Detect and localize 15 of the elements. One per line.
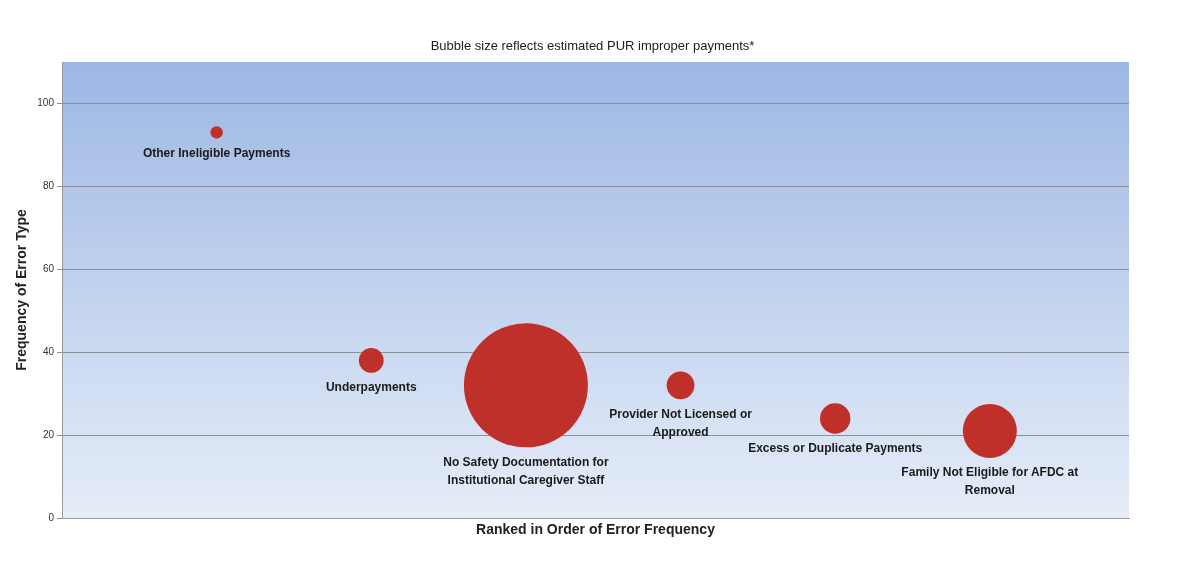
chart-title: Bubble size reflects estimated PUR improper payments*: [430, 37, 755, 53]
y-tick-label: 40: [42, 345, 55, 357]
y-tick-label: 0: [48, 511, 55, 523]
x-tick-label: Other Ineligible Payments: [142, 145, 291, 160]
y-tick-label: 100: [37, 97, 55, 109]
y-tick-label: 60: [42, 263, 55, 275]
x-tick-label: Provider Not Licensed or Approved: [609, 406, 753, 439]
x-tick-label: Underpayments: [325, 380, 417, 395]
y-axis-title: Frequency of Error Type: [12, 209, 29, 371]
x-tick-label: No Safety Documentation for Institutional Caregiver Staff: [443, 454, 609, 487]
x-tick-label: Family Not Eligible for AFDC at Removal: [901, 465, 1079, 498]
y-tick-label: 80: [42, 180, 55, 192]
x-axis-title: Ranked in Order of Error Frequency: [476, 521, 716, 538]
y-tick-label: 20: [42, 428, 55, 440]
x-tick-label: Excess or Duplicate Payments: [748, 441, 923, 456]
